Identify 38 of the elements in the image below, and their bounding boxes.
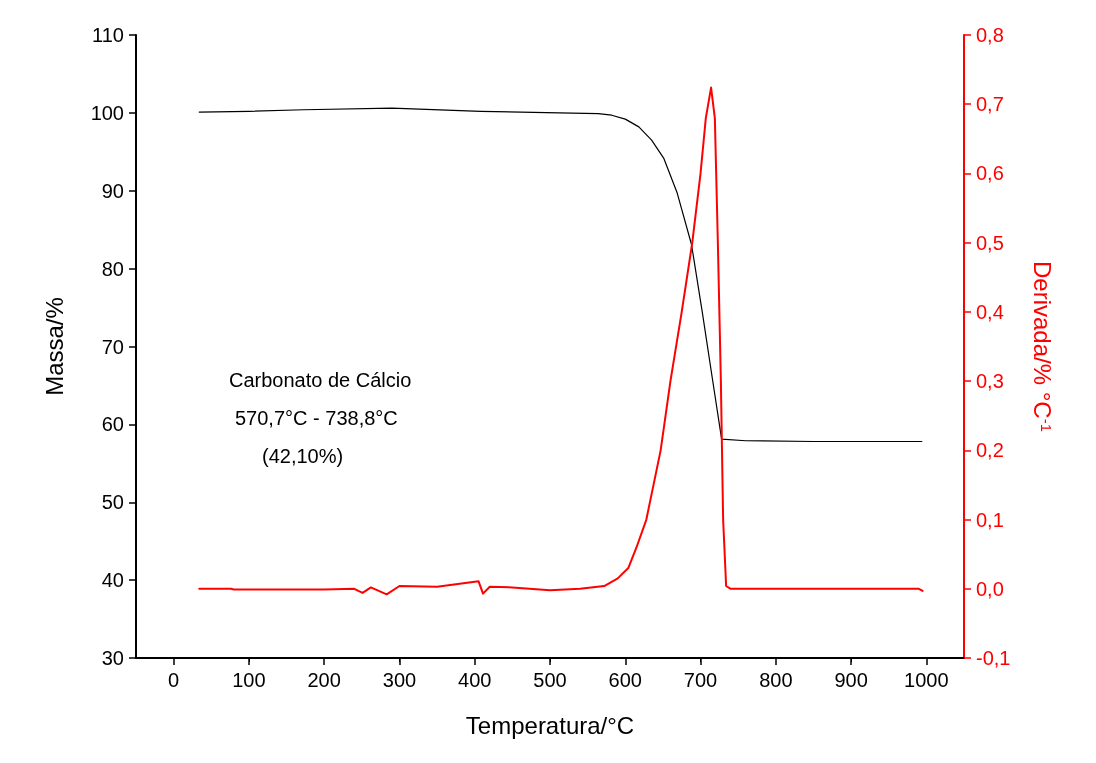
y-tick-label: 80 <box>101 257 124 280</box>
x-tick-label: 700 <box>683 669 718 691</box>
y-tick-label: 40 <box>101 569 124 592</box>
y2-tick-label: 0,7 <box>976 93 1004 116</box>
annotation: 570,7°C - 738,8°C <box>235 407 398 429</box>
x-tick-label: 800 <box>759 669 793 691</box>
x-tick-label: 0 <box>168 669 180 691</box>
y-tick-label: 50 <box>101 491 124 514</box>
y-axis-title: Massa/% <box>40 297 68 396</box>
y-tick-label: 30 <box>101 647 124 669</box>
y2-tick-label: 0,3 <box>976 370 1004 393</box>
y-tick-label: 110 <box>92 24 124 46</box>
y-tick-label: 100 <box>90 101 124 124</box>
y-tick-label: 60 <box>101 413 124 436</box>
y2-tick-label: 0,0 <box>976 577 1004 600</box>
y2-tick-label: 0,5 <box>976 231 1004 254</box>
y2-tick-label: 0,2 <box>976 439 1004 462</box>
x-tick-label: 600 <box>608 669 642 691</box>
x-tick-label: 1000 <box>904 669 949 691</box>
y-tick-label: 70 <box>101 335 124 358</box>
x-tick-label: 500 <box>533 669 567 691</box>
line-series <box>198 107 923 443</box>
y2-tick-label: 0,6 <box>976 162 1004 185</box>
x-tick-label: 300 <box>382 669 417 691</box>
y2-tick-label: 0,1 <box>976 508 1004 531</box>
x-tick-label: 100 <box>232 669 266 691</box>
x-tick-label: 400 <box>458 669 492 691</box>
y2-tick-label: -0,1 <box>976 647 1011 669</box>
x-tick-label: 200 <box>307 669 341 691</box>
line-series <box>198 86 924 596</box>
y2-axis-title: Derivada/% °C-1 <box>1028 261 1056 432</box>
y2-tick-label: 0,4 <box>976 300 1004 323</box>
y-tick-label: 90 <box>101 179 124 202</box>
y2-tick-label: 0,8 <box>976 24 1004 46</box>
x-tick-label: 900 <box>834 669 868 691</box>
x-axis-title: Temperatura/°C <box>465 711 635 739</box>
annotation: Carbonato de Cálcio <box>229 369 412 391</box>
annotation: (42,10%) <box>262 445 344 467</box>
